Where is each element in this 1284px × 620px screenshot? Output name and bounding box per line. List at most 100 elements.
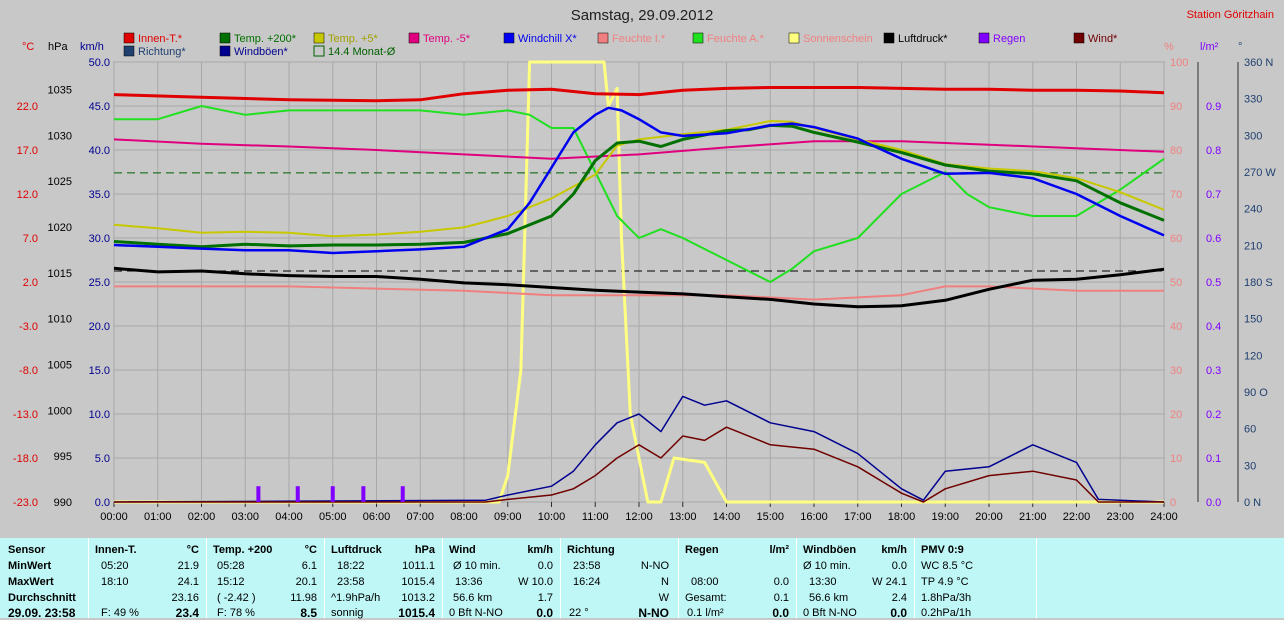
tick-label-lm2: 0.5 (1206, 277, 1221, 289)
tick-label-deg: 360 N (1244, 57, 1273, 69)
stats-luftdruck-min-val: 1011.1 (402, 560, 435, 572)
stats-temp200-cur-note: F: 78 % (217, 607, 255, 619)
tick-label-deg: 0 N (1244, 497, 1261, 509)
x-tick-label: 16:00 (800, 511, 828, 523)
stats-luftdruck-max-val: 1015.4 (401, 576, 435, 588)
axis-header-lm2: l/m² (1200, 41, 1219, 53)
tick-label-deg: 180 S (1244, 277, 1273, 289)
legend-label-luftdruck: Luftdruck* (898, 33, 948, 45)
tick-label-lm2: 0.3 (1206, 365, 1221, 377)
stats-luftdruck-avg-note: ^1.9hPa/h (331, 592, 381, 604)
tick-label-deg: 210 (1244, 240, 1262, 252)
stats-header-regen-unit: l/m² (769, 544, 789, 556)
stats-luftdruck-max-time: 23:58 (337, 576, 365, 588)
stats-wind-cur-val: 0.0 (536, 606, 553, 620)
right-axes: 10090807060504030201000.90.80.70.60.50.4… (1170, 57, 1276, 509)
axis-header-temp: °C (22, 41, 34, 53)
stats-innen-min-val: 21.9 (177, 560, 199, 572)
stats-pmv-1h: 0.2hPa/1h (921, 607, 972, 619)
x-tick-label: 23:00 (1106, 511, 1134, 523)
x-tick-label: 22:00 (1063, 511, 1091, 523)
legend-swatch-sonne (788, 32, 800, 44)
stats-regen-avg-note: Gesamt: (685, 592, 727, 604)
stats-wind-max-val: W 10.0 (518, 576, 553, 588)
x-tick-label: 17:00 (844, 511, 872, 523)
x-tick-label: 21:00 (1019, 511, 1047, 523)
stats-row-label-max: MaxWert (8, 576, 54, 588)
tick-label-lm2: 0.8 (1206, 145, 1221, 157)
stats-wind-avg-val: 1.7 (537, 592, 553, 604)
stats-windboen-max-val: W 24.1 (872, 576, 907, 588)
stats-header-innen-unit: °C (186, 544, 199, 556)
legend-label-temp5: Temp. +5* (328, 33, 379, 45)
stats-innen-max-val: 24.1 (177, 576, 199, 588)
series-temp-5-line (113, 138, 1165, 160)
axis-header-hpa: hPa (48, 41, 68, 53)
tick-label-pct: 100 (1170, 57, 1188, 69)
x-tick-label: 02:00 (188, 511, 216, 523)
legend-swatch-tempm5 (408, 32, 420, 44)
tick-label-hpa: 1015 (48, 268, 72, 280)
stats-col-wind: Wind km/h Ø 10 min. 0.0 13:36 W 10.0 56.… (443, 538, 559, 620)
stats-wind-min-note: Ø 10 min. (453, 560, 501, 572)
stats-regen-avg-val: 0.1 (773, 592, 789, 604)
left-axes: 50.0 45.0 40.0 35.0 30.0 25.0 20.0 15.0 10.0 5.0 0… (13, 57, 110, 509)
legend-label-windchill: Windchill X* (518, 33, 577, 45)
stats-header-temp200-unit: °C (304, 544, 317, 556)
stats-table: Sensor MinWert MaxWert Durchschnitt 29.0… (0, 538, 1284, 620)
tick-label-hpa: 1030 (48, 130, 72, 142)
legend-label-windboen: Windböen* (234, 46, 289, 58)
stats-richtung-avg-val: W (658, 592, 669, 604)
series-windb-en-line (113, 395, 1165, 503)
stats-header-windboen: Windböen (803, 544, 857, 556)
stats-innen-avg-val: 23.16 (171, 592, 199, 604)
x-tick-label: 01:00 (144, 511, 172, 523)
stats-col-windboen: Windböen km/h Ø 10 min. 0.0 13:30 W 24.1… (797, 538, 913, 620)
stats-luftdruck-avg-val: 1013.2 (401, 592, 435, 604)
tick-label-deg: 300 (1244, 130, 1262, 142)
tick-label-deg: 240 (1244, 204, 1262, 216)
chart-title: Samstag, 29.09.2012 (571, 7, 714, 24)
x-tick-label: 13:00 (669, 511, 697, 523)
stats-regen-cur-note: 0.1 l/m² (687, 607, 724, 619)
series-temp-5-line (113, 120, 1165, 238)
axis-header-kmh: km/h (80, 41, 104, 53)
legend-label-wind: Wind* (1088, 33, 1118, 45)
axis-header-pct: % (1164, 41, 1174, 53)
x-tick-label: 20:00 (975, 511, 1003, 523)
tick-label-temp: -18.0 (13, 453, 38, 465)
legend-swatch-feuchte-a (692, 32, 704, 44)
series-feuchte-a-line (114, 105, 1165, 283)
series-regen-bar (295, 486, 300, 502)
tick-label-kmh: 35.0 (89, 189, 110, 201)
x-tick-label: 03:00 (231, 511, 259, 523)
stats-luftdruck-cur-note: sonnig (331, 607, 364, 619)
stats-header-innen: Innen-T. (95, 544, 137, 556)
legend-swatch-feuchte-i (597, 32, 609, 44)
x-tick-label: 05:00 (319, 511, 347, 523)
tick-label-hpa: 1035 (48, 85, 72, 97)
series-windchill-x-line (113, 106, 1165, 255)
tick-label-lm2: 0.9 (1206, 101, 1221, 113)
stats-header-luftdruck: Luftdruck (331, 544, 382, 556)
stats-wind-avg-note: 56.6 km (453, 592, 493, 604)
stats-header-richtung: Richtung (567, 544, 615, 556)
stats-wind-min-val: 0.0 (537, 560, 553, 572)
stats-innen-min-time: 05:20 (101, 560, 129, 572)
stats-richtung-max-val: N (661, 576, 669, 588)
tick-label-pct: 70 (1170, 189, 1182, 201)
legend-swatch-windboen (219, 45, 231, 57)
stats-luftdruck-min-time: 18:22 (337, 560, 365, 572)
legend-label-monat: 14.4 Monat-Ø (328, 46, 396, 58)
tick-label-kmh: 45.0 (89, 101, 110, 113)
tick-label-lm2: 0.0 (1206, 497, 1221, 509)
tick-label-hpa: 995 (54, 451, 72, 463)
stats-temp200-min-time: 05:28 (217, 560, 245, 572)
stats-row-label-current: 29.09. 23:58 (8, 606, 76, 620)
tick-label-deg: 60 (1244, 424, 1256, 436)
tick-label-kmh: 25.0 (89, 277, 110, 289)
stats-innen-max-time: 18:10 (101, 576, 129, 588)
stats-wind-cur-note: 0 Bft N-NO (449, 607, 503, 619)
stats-temp200-avg-note: ( -2.42 ) (217, 592, 256, 604)
weather-chart: Samstag, 29.09.2012 Station Göritzhain °… (13, 7, 1276, 523)
